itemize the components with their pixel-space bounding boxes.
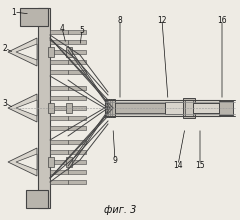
- Text: 1: 1: [12, 7, 16, 16]
- Text: фиг. 3: фиг. 3: [104, 205, 136, 215]
- Text: 8: 8: [118, 15, 122, 24]
- Bar: [165, 102, 185, 114]
- Polygon shape: [16, 154, 37, 170]
- Bar: [193, 103, 223, 113]
- Bar: [50, 40, 68, 44]
- Bar: [50, 116, 68, 120]
- Bar: [185, 100, 193, 116]
- Bar: [68, 180, 86, 184]
- Polygon shape: [8, 38, 37, 66]
- Bar: [50, 160, 68, 164]
- Polygon shape: [16, 100, 37, 116]
- Text: 4: 4: [60, 24, 64, 33]
- Bar: [50, 86, 68, 90]
- Bar: [68, 160, 86, 164]
- Bar: [48, 47, 54, 57]
- Bar: [50, 106, 68, 110]
- Bar: [68, 140, 86, 144]
- Bar: [48, 157, 54, 167]
- Bar: [68, 40, 86, 44]
- Bar: [38, 8, 50, 208]
- Text: 16: 16: [217, 15, 227, 24]
- Bar: [50, 96, 68, 100]
- Text: 3: 3: [3, 99, 7, 108]
- Bar: [68, 60, 86, 64]
- Bar: [68, 150, 86, 154]
- Bar: [48, 103, 54, 113]
- Bar: [68, 116, 86, 120]
- Text: 5: 5: [80, 26, 84, 35]
- Bar: [105, 100, 220, 116]
- Bar: [68, 30, 86, 34]
- Bar: [105, 103, 165, 113]
- Bar: [68, 126, 86, 130]
- Text: 12: 12: [157, 15, 167, 24]
- Text: 2: 2: [3, 44, 7, 53]
- Bar: [66, 103, 72, 113]
- Bar: [50, 180, 68, 184]
- Bar: [68, 170, 86, 174]
- Bar: [68, 86, 86, 90]
- Bar: [219, 101, 233, 115]
- Bar: [50, 60, 68, 64]
- Bar: [50, 126, 68, 130]
- Bar: [68, 50, 86, 54]
- Bar: [68, 106, 86, 110]
- Bar: [50, 70, 68, 74]
- Bar: [50, 170, 68, 174]
- Polygon shape: [8, 148, 37, 176]
- Bar: [50, 140, 68, 144]
- Bar: [68, 70, 86, 74]
- Bar: [183, 98, 195, 118]
- Bar: [66, 47, 72, 57]
- Bar: [26, 190, 48, 208]
- Polygon shape: [16, 44, 37, 60]
- Text: 14: 14: [173, 161, 183, 169]
- Text: 9: 9: [113, 156, 117, 165]
- Bar: [50, 30, 68, 34]
- Polygon shape: [8, 94, 37, 122]
- Text: 15: 15: [195, 161, 205, 169]
- Bar: [50, 50, 68, 54]
- Bar: [68, 96, 86, 100]
- Bar: [105, 99, 115, 117]
- Bar: [66, 157, 72, 167]
- Bar: [50, 150, 68, 154]
- Bar: [20, 8, 48, 26]
